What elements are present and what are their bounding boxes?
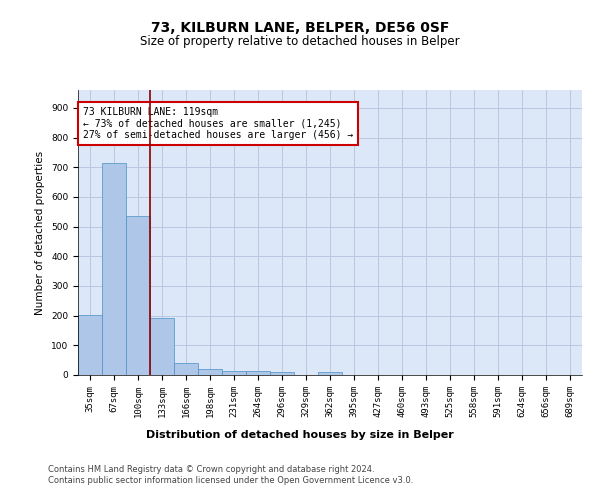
Bar: [222, 371, 246, 375]
Bar: [246, 371, 270, 375]
Text: Size of property relative to detached houses in Belper: Size of property relative to detached ho…: [140, 34, 460, 48]
Bar: [150, 318, 174, 375]
Bar: [174, 362, 198, 375]
Bar: [126, 216, 150, 375]
Text: 73 KILBURN LANE: 119sqm
← 73% of detached houses are smaller (1,245)
27% of semi: 73 KILBURN LANE: 119sqm ← 73% of detache…: [83, 107, 353, 140]
Bar: [78, 315, 102, 375]
Text: 73, KILBURN LANE, BELPER, DE56 0SF: 73, KILBURN LANE, BELPER, DE56 0SF: [151, 20, 449, 34]
Text: Contains HM Land Registry data © Crown copyright and database right 2024.
Contai: Contains HM Land Registry data © Crown c…: [48, 466, 413, 484]
Text: Distribution of detached houses by size in Belper: Distribution of detached houses by size …: [146, 430, 454, 440]
Bar: [198, 370, 222, 375]
Y-axis label: Number of detached properties: Number of detached properties: [35, 150, 46, 314]
Bar: [318, 372, 342, 375]
Bar: [102, 163, 126, 375]
Bar: [270, 372, 294, 375]
